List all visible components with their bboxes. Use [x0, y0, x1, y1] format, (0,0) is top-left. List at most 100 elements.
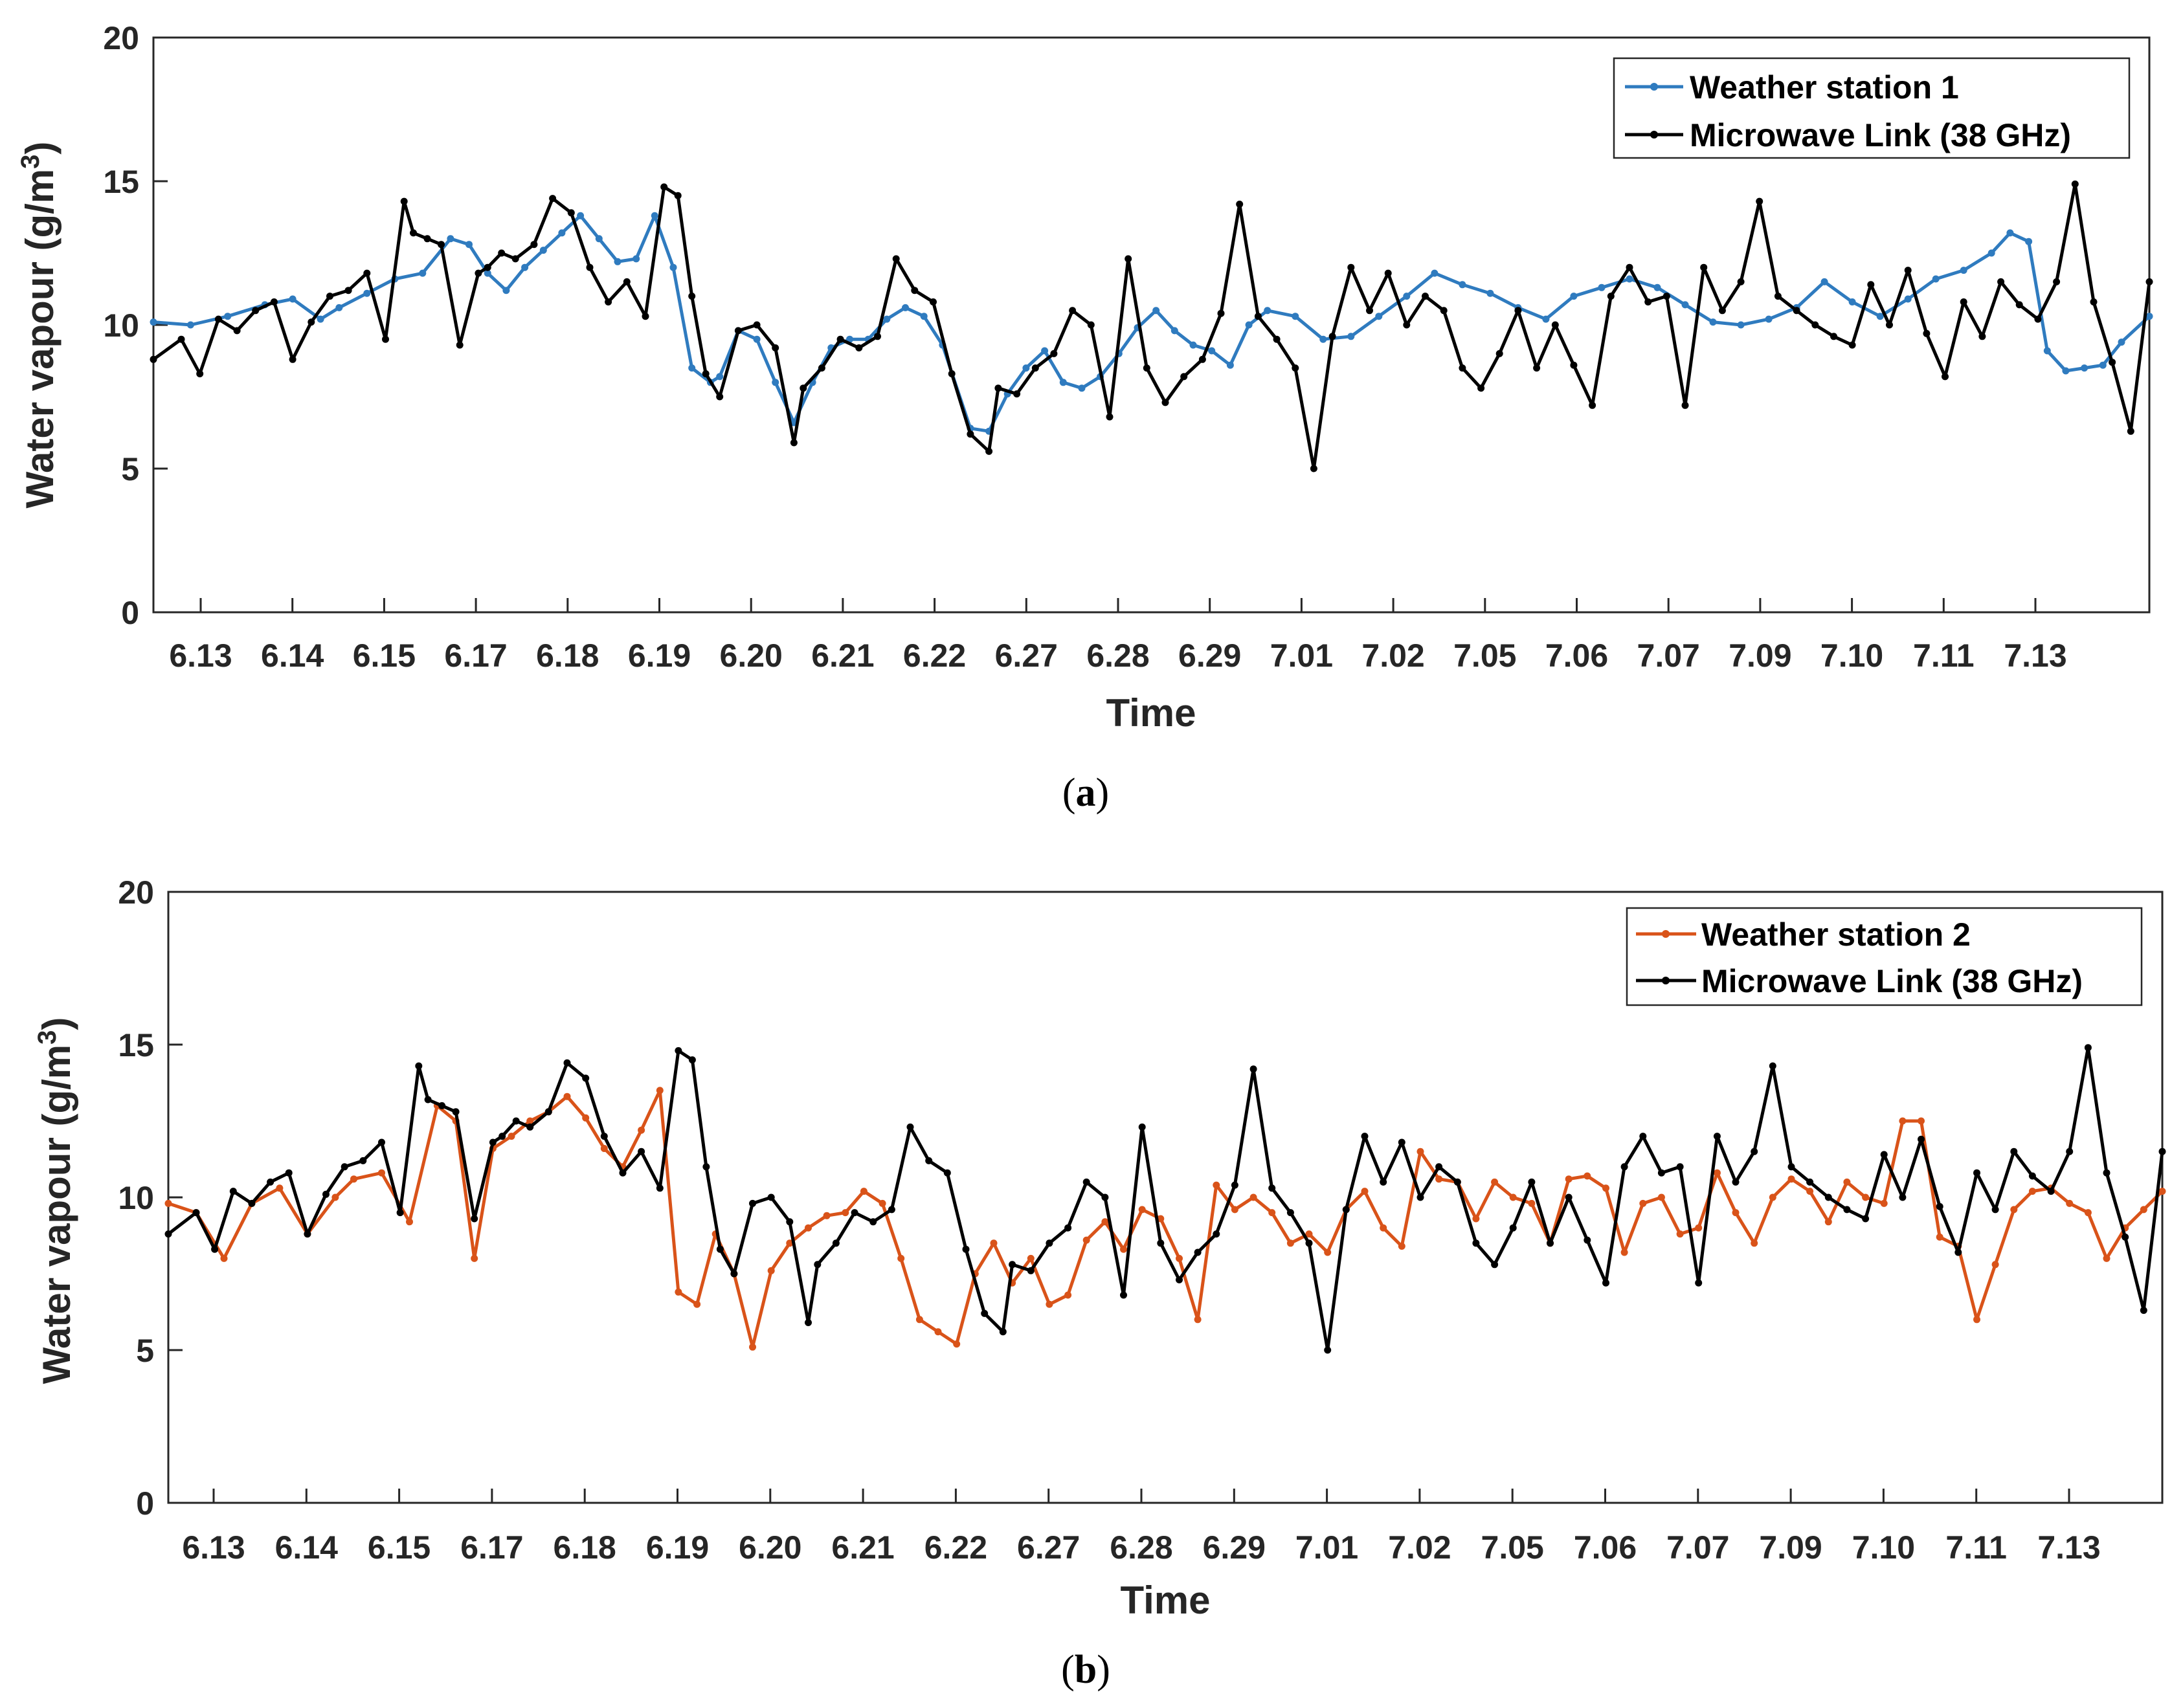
data-point-a-0-67 [1626, 275, 1633, 283]
data-point-b-0-24 [693, 1300, 701, 1308]
y-tick-label-b-1: 5 [136, 1333, 154, 1369]
data-point-a-0-14 [521, 263, 529, 271]
data-point-a-1-60 [1198, 355, 1206, 363]
data-point-b-1-22 [544, 1108, 552, 1116]
y-tick-label-a-3: 15 [103, 164, 139, 200]
data-point-b-0-56 [1286, 1239, 1294, 1247]
data-point-b-1-71 [1416, 1193, 1424, 1201]
panel-caption-a-letter: a [1076, 771, 1096, 815]
data-point-a-1-111 [2145, 278, 2153, 285]
data-point-a-1-25 [586, 263, 594, 271]
data-point-a-1-28 [642, 313, 649, 320]
x-tick-label-b-9: 6.27 [1017, 1529, 1080, 1566]
data-point-b-1-16 [452, 1108, 460, 1116]
data-point-a-0-52 [1226, 361, 1234, 369]
data-point-a-0-85 [2081, 364, 2088, 372]
data-point-b-0-73 [1602, 1184, 1609, 1192]
data-point-b-1-106 [2066, 1148, 2074, 1155]
data-point-b-1-72 [1435, 1163, 1443, 1171]
x-tick-label-a-17: 7.09 [1729, 638, 1791, 674]
data-point-b-1-48 [999, 1328, 1007, 1336]
data-point-b-0-42 [1027, 1254, 1035, 1262]
x-tick-label-b-5: 6.19 [646, 1529, 709, 1566]
data-point-b-1-60 [1213, 1230, 1220, 1238]
data-point-b-0-33 [860, 1188, 868, 1195]
data-point-a-0-4 [289, 295, 297, 303]
data-point-b-1-69 [1380, 1178, 1387, 1186]
data-point-b-1-74 [1472, 1239, 1480, 1247]
data-point-a-1-17 [456, 341, 464, 349]
data-point-a-1-107 [2071, 180, 2079, 188]
data-point-b-0-48 [1138, 1206, 1146, 1214]
data-point-a-0-53 [1245, 321, 1253, 329]
data-point-b-1-93 [1824, 1193, 1832, 1201]
data-point-b-1-42 [888, 1206, 895, 1214]
data-point-a-1-21 [511, 255, 519, 263]
x-tick-label-b-4: 6.18 [554, 1529, 616, 1566]
data-point-b-1-58 [1176, 1276, 1183, 1283]
x-tick-label-a-6: 6.20 [720, 638, 783, 674]
data-point-b-0-103 [2158, 1188, 2166, 1195]
data-point-a-1-75 [1477, 384, 1485, 392]
data-point-b-1-28 [656, 1184, 664, 1192]
data-point-b-1-11 [378, 1138, 385, 1146]
x-tick-label-b-6: 6.20 [739, 1529, 801, 1566]
x-tick-label-a-14: 7.05 [1453, 638, 1516, 674]
data-point-a-0-9 [419, 269, 427, 277]
data-point-b-0-68 [1509, 1193, 1517, 1201]
x-tick-label-b-1: 6.14 [275, 1529, 339, 1566]
data-point-b-1-17 [471, 1215, 478, 1223]
legend-label-weather-station-2: Weather station 2 [1701, 916, 1971, 953]
data-point-a-1-91 [1774, 293, 1782, 300]
data-point-b-1-50 [1027, 1267, 1035, 1274]
data-point-a-1-94 [1830, 333, 1837, 340]
data-point-b-1-59 [1194, 1248, 1202, 1256]
data-point-a-1-104 [2015, 301, 2023, 309]
x-tick-label-a-1: 6.14 [261, 638, 324, 674]
data-point-a-0-64 [1542, 315, 1550, 323]
data-point-a-1-67 [1328, 333, 1336, 340]
data-point-a-0-41 [1022, 364, 1030, 372]
x-axis-ticks-b: 6.13 6.14 6.15 6.17 6.18 6.19 6.20 6.21 6.22 6.27… [182, 1489, 2101, 1566]
data-point-b-0-7 [350, 1175, 357, 1183]
data-point-b-0-35 [897, 1254, 905, 1262]
data-point-b-1-86 [1695, 1279, 1703, 1287]
data-point-a-0-68 [1653, 283, 1661, 291]
data-point-a-1-52 [1050, 349, 1058, 357]
data-point-a-1-103 [1997, 278, 2005, 285]
data-point-b-0-102 [2140, 1206, 2147, 1214]
data-point-a-1-34 [734, 327, 742, 335]
data-point-a-0-71 [1737, 321, 1745, 329]
series-line-b-0 [168, 1089, 2164, 1349]
data-point-b-1-47 [981, 1309, 989, 1317]
y-axis-title-b-close: ) [35, 1017, 78, 1030]
data-point-b-1-101 [1973, 1169, 1980, 1177]
x-tick-label-b-10: 6.28 [1110, 1529, 1172, 1566]
data-point-b-1-91 [1787, 1163, 1795, 1171]
data-point-a-0-1 [186, 321, 194, 329]
data-point-a-1-88 [1718, 307, 1726, 315]
data-point-b-0-36 [915, 1316, 923, 1324]
data-point-a-0-25 [716, 373, 724, 381]
data-point-a-1-44 [911, 287, 919, 294]
data-point-b-0-83 [1787, 1175, 1795, 1183]
data-point-b-0-67 [1491, 1178, 1499, 1186]
data-point-a-0-35 [902, 304, 909, 311]
data-point-a-0-51 [1208, 347, 1216, 355]
data-point-b-0-47 [1120, 1245, 1127, 1253]
data-point-b-1-83 [1639, 1133, 1647, 1140]
data-point-a-1-56 [1125, 255, 1132, 263]
data-point-b-0-32 [842, 1209, 849, 1217]
data-point-b-1-62 [1249, 1065, 1257, 1073]
data-point-a-0-76 [1876, 313, 1884, 320]
data-point-a-1-72 [1422, 293, 1429, 300]
data-point-a-1-38 [800, 384, 807, 392]
data-point-b-0-0 [164, 1199, 172, 1207]
data-point-a-0-57 [1347, 333, 1355, 340]
data-point-b-1-2 [211, 1245, 219, 1253]
data-point-a-1-92 [1793, 307, 1800, 315]
data-point-a-1-37 [790, 439, 798, 447]
x-tick-label-b-11: 6.29 [1203, 1529, 1266, 1566]
x-tick-label-b-18: 7.10 [1852, 1529, 1915, 1566]
data-point-b-1-20 [512, 1117, 520, 1125]
